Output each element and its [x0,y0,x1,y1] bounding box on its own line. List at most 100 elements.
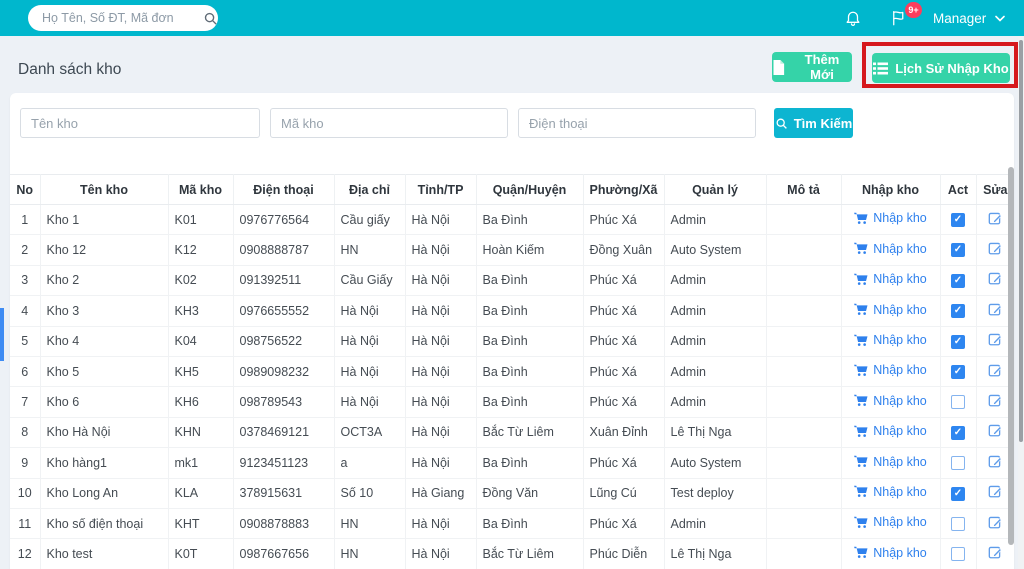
cell-name: Kho 4 [40,326,169,357]
cell-code: KLA [168,478,234,509]
active-checkbox[interactable] [951,395,965,410]
edit-icon[interactable] [988,302,1003,317]
cell-province: Hà Nội [405,326,477,357]
import-link-label: Nhập kho [873,545,927,560]
add-new-button[interactable]: Thêm Mới [772,52,852,82]
import-link[interactable]: Nhập kho [854,455,927,469]
edit-icon[interactable] [988,241,1003,256]
active-checkbox[interactable] [951,516,965,531]
edit-icon[interactable] [988,423,1003,438]
active-checkbox[interactable]: ✓ [951,213,965,228]
global-search-input[interactable] [42,11,203,25]
notifications-button[interactable] [844,8,862,30]
edit-icon[interactable] [988,454,1003,469]
edit-icon[interactable] [988,271,1003,286]
cell-description [766,508,842,540]
cell-phone: 0908878883 [233,508,335,540]
import-link[interactable]: Nhập kho [854,546,927,560]
import-link[interactable]: Nhập kho [854,363,927,377]
cell-name: Kho 6 [40,386,169,418]
import-link[interactable]: Nhập kho [854,242,927,256]
column-header-act: Act [940,174,977,205]
cart-icon [854,516,868,529]
cell-description [766,295,842,327]
cell-no: 8 [10,417,41,449]
import-link[interactable]: Nhập kho [854,394,927,408]
cart-icon [854,273,868,286]
import-link[interactable]: Nhập kho [854,424,927,438]
warehouse-table: No Tên kho Mã kho Điện thoại Địa chỉ Tỉnh/TP Q… [10,174,1014,569]
cell-district: Bắc Từ Liêm [476,538,584,569]
cell-description [766,417,842,449]
import-link[interactable]: Nhập kho [854,333,927,347]
cell-no: 3 [10,265,41,297]
edit-icon[interactable] [988,515,1003,530]
cell-address: HN [334,538,406,569]
cell-ward: Phúc Xá [583,204,665,236]
cell-active: ✓ [940,356,977,388]
cell-manager: Test deploy [664,478,767,509]
page-scrollbar-thumb[interactable] [1019,40,1023,442]
cell-edit [976,386,1014,418]
table-row: 7 Kho 6 KH6 098789543 Hà Nội Hà Nội Ba Đình Phú… [10,386,1014,418]
user-menu[interactable]: Manager [933,0,1006,36]
edit-icon[interactable] [988,484,1003,499]
flag-button[interactable] [890,8,908,31]
cell-code: K0T [168,538,234,569]
filter-name-input[interactable] [20,108,260,138]
edit-icon[interactable] [988,393,1003,408]
cell-active: ✓ [940,295,977,327]
cell-manager: Auto System [664,234,767,266]
table-row: 6 Kho 5 KH5 0989098232 Hà Nội Hà Nội Ba Đình Ph… [10,356,1014,388]
active-checkbox[interactable] [951,456,965,471]
cell-code: mk1 [168,447,234,479]
edit-icon[interactable] [988,545,1003,560]
cell-import: Nhập kho [841,326,941,357]
cell-manager: Admin [664,386,767,418]
cell-no: 5 [10,326,41,357]
import-link[interactable]: Nhập kho [854,272,927,286]
table-scrollbar[interactable] [1008,167,1014,545]
active-checkbox[interactable]: ✓ [951,243,965,258]
active-checkbox[interactable] [951,547,965,562]
cell-active: ✓ [940,265,977,297]
edit-icon[interactable] [988,363,1003,378]
filter-code-input[interactable] [270,108,508,138]
search-icon [775,117,788,130]
cell-ward: Phúc Xá [583,265,665,297]
cell-address: Hà Nội [334,326,406,357]
active-checkbox[interactable]: ✓ [951,304,965,319]
import-link-label: Nhập kho [873,393,927,408]
cell-no: 2 [10,234,41,266]
cell-import: Nhập kho [841,478,941,509]
import-link[interactable]: Nhập kho [854,211,927,225]
search-button[interactable]: Tìm Kiếm [774,108,853,138]
edit-icon[interactable] [988,332,1003,347]
cell-address: HN [334,508,406,540]
import-link[interactable]: Nhập kho [854,303,927,317]
cell-address: HN [334,234,406,266]
cell-code: KHN [168,417,234,449]
table-row: 11 Kho số điện thoại KHT 0908878883 HN Hà Nội… [10,508,1014,540]
table-row: 8 Kho Hà Nội KHN 0378469121 OCT3A Hà Nội Bắc T… [10,417,1014,449]
cell-edit [976,508,1014,540]
import-history-button[interactable]: Lịch Sử Nhập Kho [872,53,1010,83]
cell-ward: Phúc Xá [583,508,665,540]
table-row: 12 Kho test K0T 0987667656 HN Hà Nội Bắc Từ Li… [10,538,1014,569]
import-link[interactable]: Nhập kho [854,515,927,529]
active-checkbox[interactable]: ✓ [951,486,965,501]
filter-phone-input[interactable] [518,108,756,138]
cell-district: Ba Đình [476,386,584,418]
cart-icon [854,212,868,225]
cell-import: Nhập kho [841,508,941,540]
warehouse-table-wrap: No Tên kho Mã kho Điện thoại Địa chỉ Tỉnh/TP Q… [10,174,1014,569]
cart-icon [854,334,868,347]
active-checkbox[interactable]: ✓ [951,273,965,288]
active-checkbox[interactable]: ✓ [951,365,965,379]
import-link[interactable]: Nhập kho [854,485,927,499]
active-checkbox[interactable]: ✓ [951,425,965,440]
cell-ward: Xuân Đỉnh [583,417,665,449]
active-checkbox[interactable]: ✓ [951,334,965,349]
cell-phone: 0976776564 [233,204,335,236]
edit-icon[interactable] [988,211,1003,226]
